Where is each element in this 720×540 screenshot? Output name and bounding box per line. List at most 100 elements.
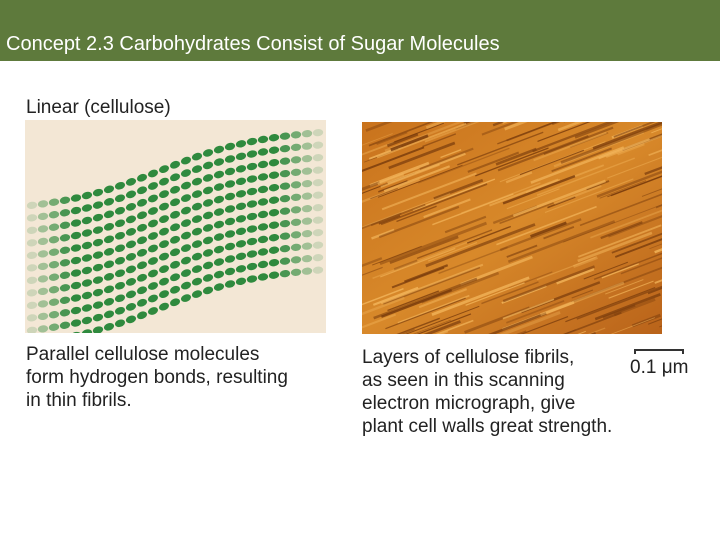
fibril — [457, 131, 544, 166]
fibril — [592, 122, 662, 150]
bead — [268, 221, 280, 229]
caption-line: plant cell walls great strength. — [362, 416, 613, 437]
bead — [246, 212, 258, 221]
bead — [136, 186, 148, 195]
fibril — [404, 264, 449, 283]
bead — [59, 284, 71, 292]
bead — [224, 142, 236, 151]
fibril — [563, 204, 662, 243]
bead — [147, 307, 159, 315]
fibril — [508, 97, 553, 114]
bead — [191, 152, 203, 161]
bead — [191, 165, 203, 173]
bead — [235, 240, 247, 248]
bead — [213, 283, 225, 291]
bead — [213, 195, 225, 204]
fibril — [663, 82, 711, 100]
fibril — [371, 228, 395, 240]
bead — [301, 267, 313, 275]
bead — [169, 198, 181, 207]
bead — [312, 241, 324, 249]
bead — [202, 199, 214, 207]
fibril — [544, 178, 634, 214]
fibril — [551, 122, 561, 126]
bead — [235, 215, 247, 223]
bead — [37, 262, 49, 271]
bead — [301, 192, 313, 200]
fibril — [412, 319, 452, 334]
bead — [59, 259, 71, 267]
bead — [191, 177, 203, 186]
bead — [257, 173, 269, 181]
bead — [158, 202, 170, 211]
fibril — [463, 122, 472, 125]
fibril — [569, 132, 609, 148]
bead — [268, 196, 280, 204]
fibril — [596, 170, 662, 198]
bead — [125, 190, 137, 199]
bead — [290, 243, 302, 251]
fibril — [495, 147, 537, 166]
bead — [70, 294, 82, 302]
fibril — [593, 252, 662, 280]
fibril — [506, 244, 538, 258]
fibril — [512, 179, 606, 218]
bead — [268, 259, 280, 267]
bead — [114, 219, 126, 228]
fibril — [368, 105, 405, 119]
fibril — [598, 138, 650, 160]
bead — [37, 275, 49, 283]
fibril — [440, 149, 462, 159]
bead — [158, 265, 170, 273]
bead — [81, 266, 93, 275]
fibril — [388, 141, 456, 170]
bead — [70, 281, 82, 290]
bead — [235, 265, 247, 273]
fibril — [533, 131, 607, 162]
bead — [92, 263, 104, 272]
fibril — [502, 265, 595, 303]
fibril — [400, 328, 415, 334]
bead — [169, 273, 181, 282]
fibril — [362, 141, 394, 156]
bead — [92, 238, 104, 247]
fibril — [620, 257, 662, 275]
bead — [114, 306, 126, 315]
bead — [103, 223, 115, 231]
bead — [290, 168, 302, 176]
bead — [136, 311, 148, 320]
bead — [257, 235, 269, 244]
fibril — [563, 122, 566, 123]
bead — [136, 173, 148, 182]
bead — [268, 234, 280, 242]
bead — [48, 311, 60, 319]
bead — [92, 276, 104, 284]
fibril — [617, 143, 645, 156]
fibril — [380, 288, 453, 318]
bead — [70, 231, 82, 240]
caption-line: form hydrogen bonds, resulting — [26, 367, 288, 388]
bead — [279, 232, 291, 240]
fibril — [489, 178, 559, 207]
fibril — [560, 122, 662, 164]
bead — [92, 301, 104, 309]
bead — [279, 195, 291, 203]
fibril — [663, 147, 720, 185]
bead — [224, 242, 236, 251]
bead — [257, 148, 269, 156]
bead — [268, 171, 280, 179]
fibril — [671, 138, 702, 150]
bead — [301, 130, 313, 138]
bead — [158, 277, 170, 286]
fibril — [405, 305, 480, 334]
fibril — [641, 188, 662, 197]
fibril — [356, 78, 462, 118]
bead — [312, 154, 324, 162]
fibril — [372, 286, 419, 306]
bead — [59, 221, 71, 229]
bead — [290, 218, 302, 226]
fibril — [601, 263, 640, 279]
fibril — [481, 122, 519, 136]
bead — [125, 178, 137, 186]
